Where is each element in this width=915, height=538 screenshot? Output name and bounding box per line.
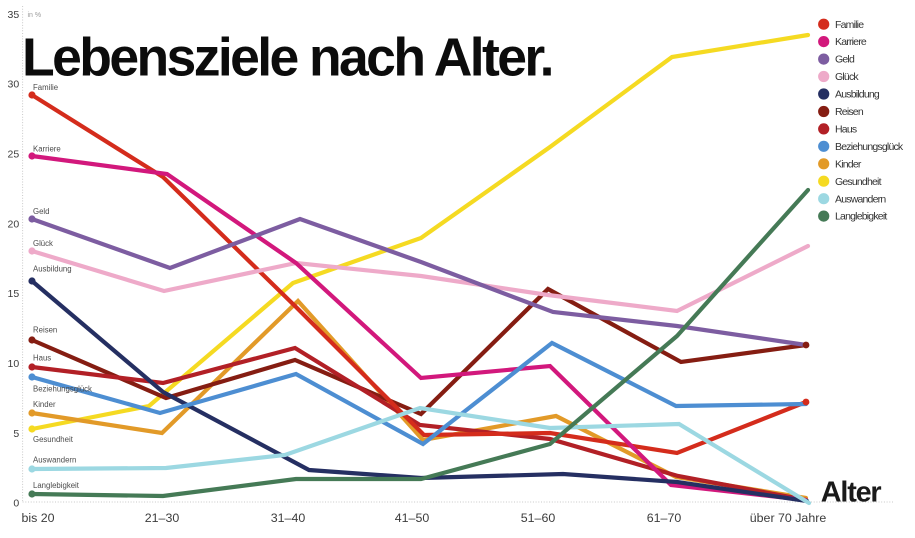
svg-text:Haus: Haus — [835, 124, 857, 136]
svg-text:5: 5 — [13, 428, 19, 440]
svg-text:Karriere: Karriere — [835, 36, 867, 48]
svg-text:Auswandern: Auswandern — [33, 455, 76, 464]
svg-text:41–50: 41–50 — [395, 511, 430, 525]
svg-text:Haus: Haus — [33, 354, 51, 363]
svg-text:25: 25 — [8, 149, 20, 161]
svg-text:10: 10 — [8, 358, 20, 370]
svg-text:über 70 Jahre: über 70 Jahre — [750, 511, 827, 525]
svg-text:Gesundheit: Gesundheit — [33, 435, 74, 444]
svg-text:in %: in % — [28, 12, 42, 19]
svg-text:Langlebigkeit: Langlebigkeit — [835, 211, 887, 223]
svg-text:Kinder: Kinder — [835, 158, 862, 170]
svg-text:Gesundheit: Gesundheit — [835, 176, 882, 188]
svg-text:Ausbildung: Ausbildung — [33, 265, 72, 274]
svg-text:15: 15 — [8, 288, 20, 300]
svg-text:Alter: Alter — [821, 477, 882, 509]
svg-text:35: 35 — [8, 9, 20, 21]
svg-text:bis 20: bis 20 — [21, 511, 54, 525]
svg-text:Auswandern: Auswandern — [835, 193, 886, 205]
svg-text:0: 0 — [13, 498, 19, 510]
svg-text:Langlebigkeit: Langlebigkeit — [33, 481, 80, 490]
svg-text:51–60: 51–60 — [521, 511, 556, 525]
svg-text:Beziehungsglück: Beziehungsglück — [835, 141, 904, 153]
svg-text:20: 20 — [8, 218, 20, 230]
svg-text:Glück: Glück — [33, 239, 53, 248]
svg-text:Geld: Geld — [33, 207, 49, 216]
svg-text:31–40: 31–40 — [271, 511, 306, 525]
svg-text:Glück: Glück — [835, 71, 859, 83]
svg-text:Familie: Familie — [835, 19, 864, 31]
svg-text:Geld: Geld — [835, 54, 855, 66]
svg-text:Reisen: Reisen — [33, 325, 57, 334]
svg-text:Beziehungsglück: Beziehungsglück — [33, 385, 92, 394]
svg-text:61–70: 61–70 — [647, 511, 682, 525]
svg-text:Ausbildung: Ausbildung — [835, 89, 880, 101]
svg-text:Kinder: Kinder — [33, 400, 56, 409]
svg-text:Lebensziele nach Alter.: Lebensziele nach Alter. — [22, 29, 552, 88]
svg-text:Karriere: Karriere — [33, 145, 61, 154]
svg-text:Familie: Familie — [33, 83, 58, 92]
svg-text:30: 30 — [8, 79, 20, 91]
svg-text:21–30: 21–30 — [145, 511, 180, 525]
svg-text:Reisen: Reisen — [835, 106, 864, 118]
